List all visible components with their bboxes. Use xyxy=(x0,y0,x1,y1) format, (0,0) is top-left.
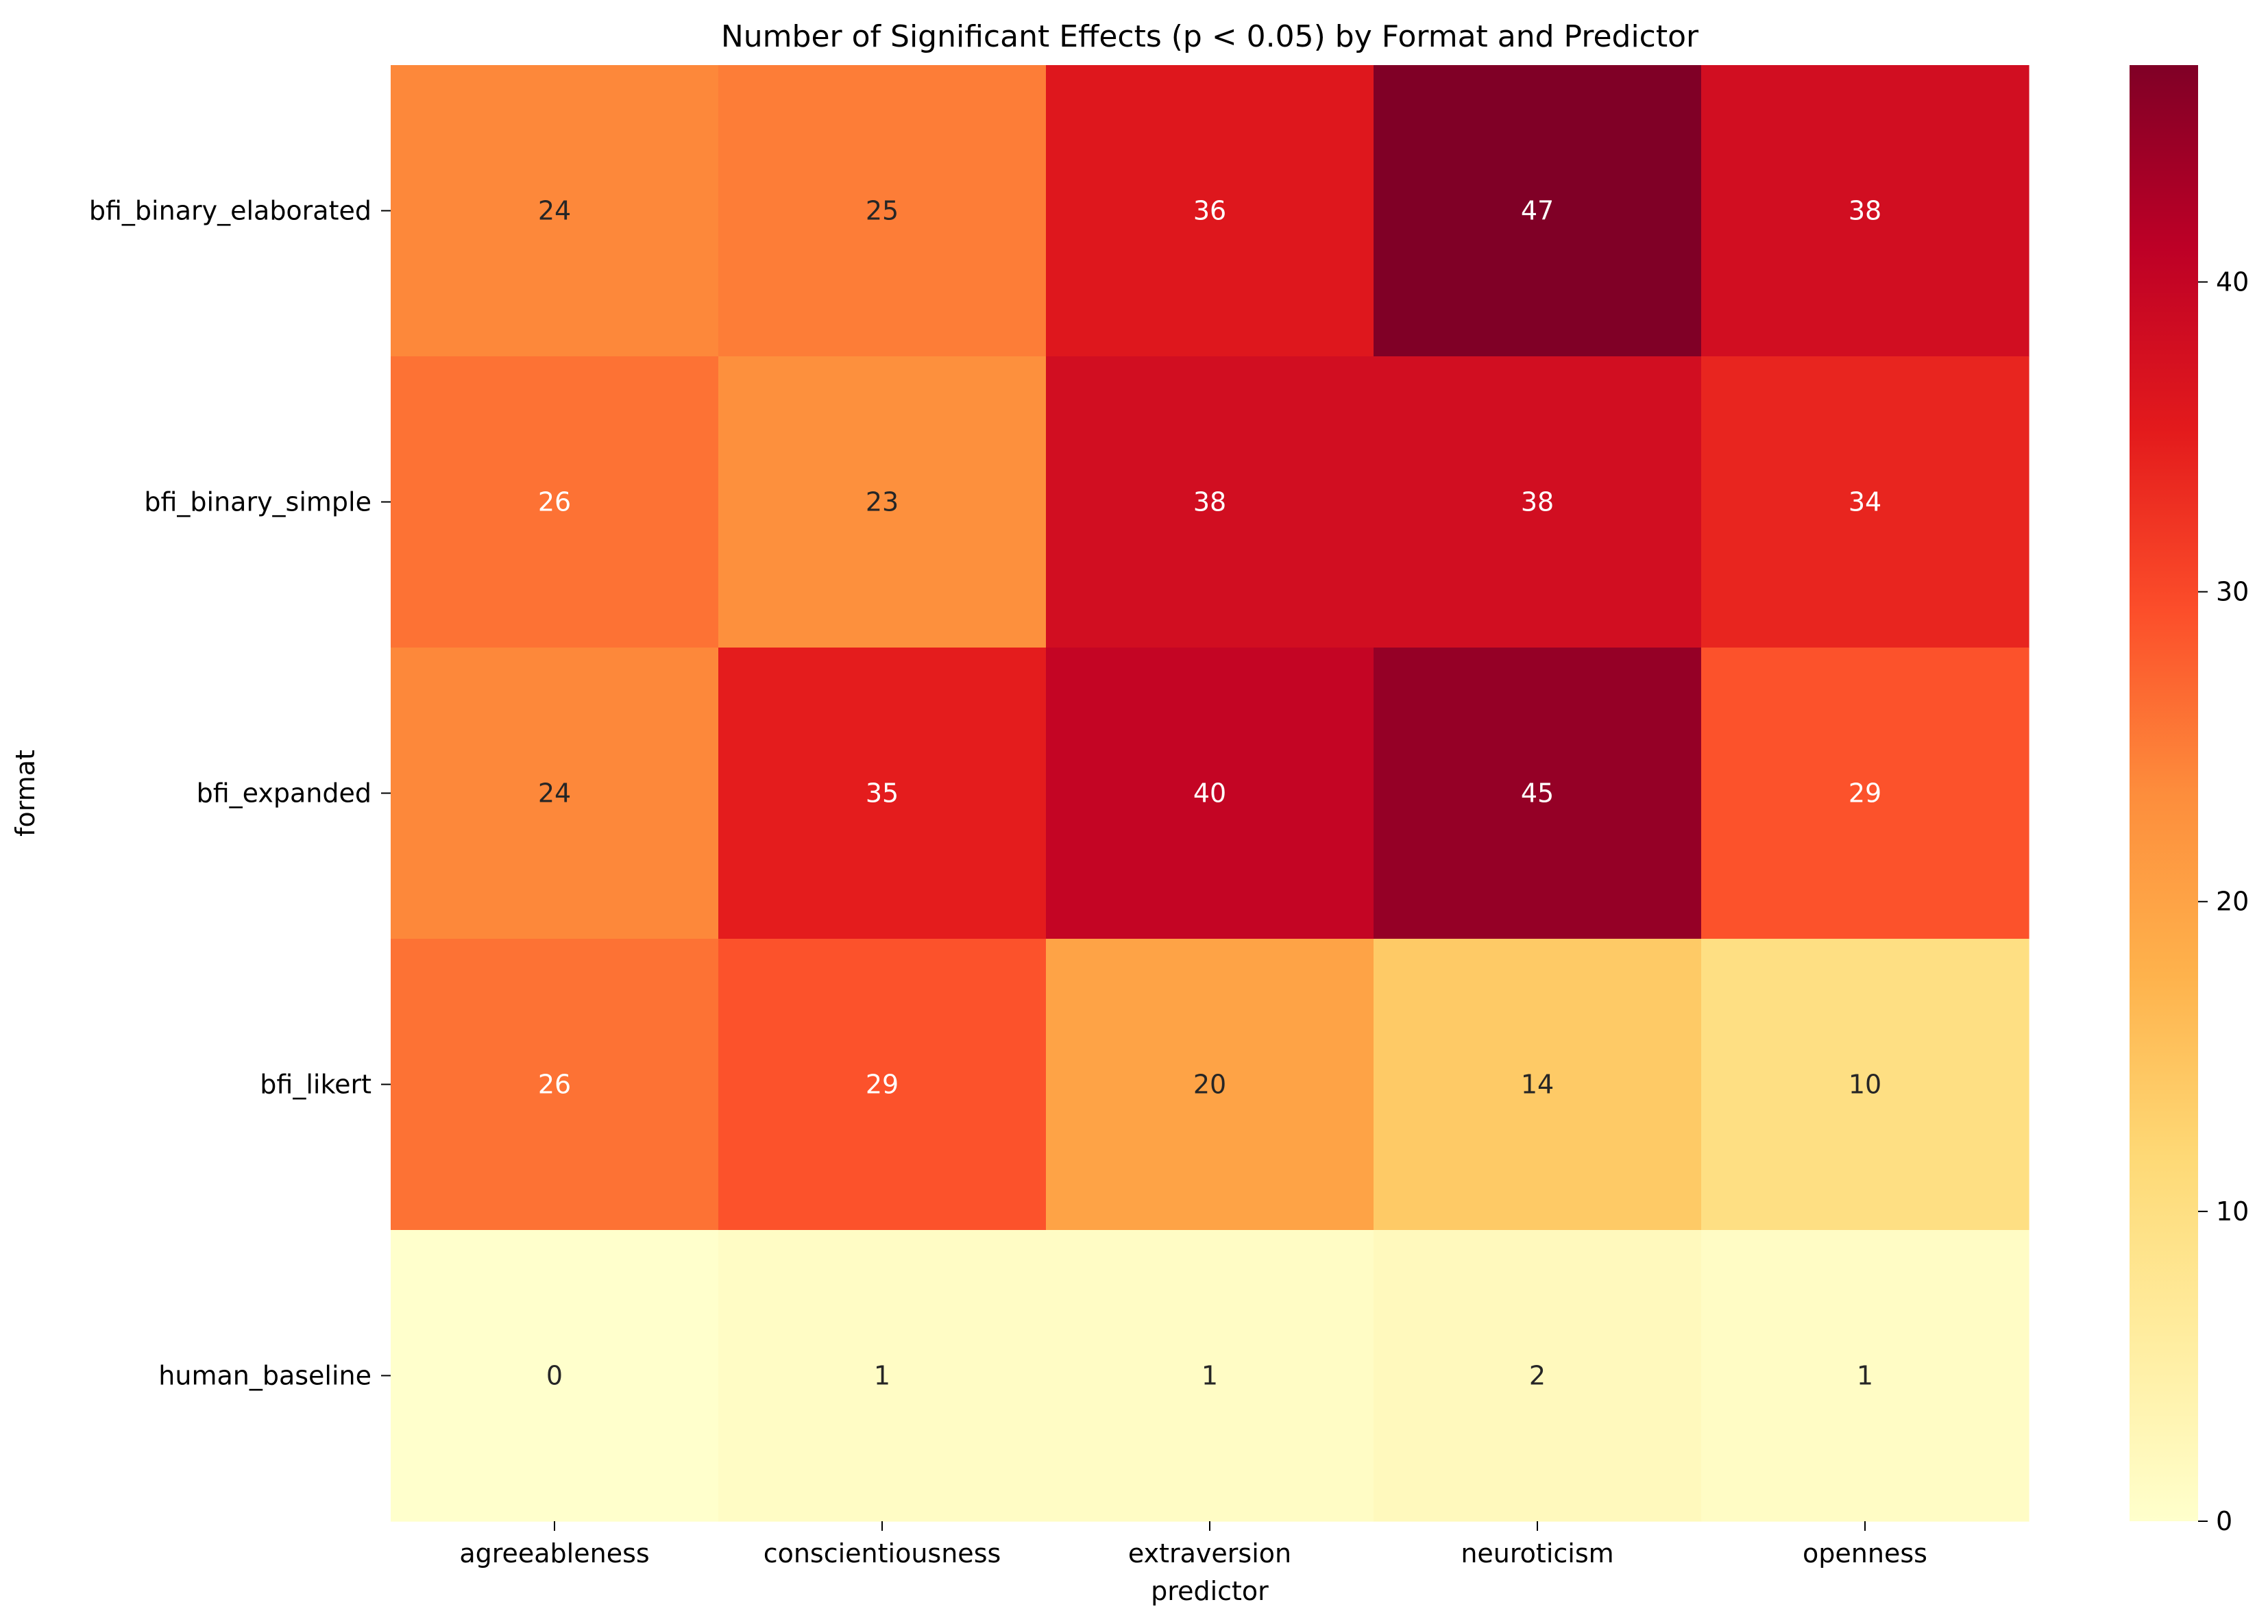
colorbar-tick-label: 30 xyxy=(2216,577,2249,607)
cell-value-label: 26 xyxy=(538,1070,571,1100)
cell-value-label: 47 xyxy=(1521,196,1554,226)
cell-value-label: 2 xyxy=(1529,1361,1546,1391)
heatmap-cell xyxy=(391,1230,719,1522)
heatmap-cell xyxy=(1374,1230,1702,1522)
cell-value-label: 38 xyxy=(1849,196,1881,226)
heatmap-cell xyxy=(391,648,719,939)
x-tick-label: openness xyxy=(1803,1538,1927,1568)
x-tick-label: conscientiousness xyxy=(764,1538,1001,1568)
colorbar-tick-label: 0 xyxy=(2216,1506,2232,1536)
chart-title: Number of Significant Effects (p < 0.05)… xyxy=(721,19,1699,54)
heatmap-cell xyxy=(1046,939,1374,1231)
cell-value-label: 40 xyxy=(1193,778,1226,809)
cell-value-label: 24 xyxy=(538,196,571,226)
colorbar-tick-label: 10 xyxy=(2216,1196,2249,1227)
y-tick-label: bfi_expanded xyxy=(197,778,371,809)
cell-value-label: 34 xyxy=(1849,487,1881,517)
axes-layer: agreeableness conscientiousness extraversi… xyxy=(10,196,1927,1607)
heatmap-cell xyxy=(1701,356,2029,648)
cell-value-label: 0 xyxy=(546,1361,563,1391)
cell-value-label: 35 xyxy=(866,778,899,809)
cell-value-label: 10 xyxy=(1849,1070,1881,1100)
y-tick-label: bfi_binary_simple xyxy=(144,487,371,517)
cell-value-label: 24 xyxy=(538,778,571,809)
cell-value-label: 26 xyxy=(538,487,571,517)
heatmap-cell xyxy=(718,648,1047,939)
cell-value-label: 38 xyxy=(1193,487,1226,517)
cell-value-label: 14 xyxy=(1521,1070,1554,1100)
heatmap-cell xyxy=(391,939,719,1231)
cell-value-label: 20 xyxy=(1193,1070,1226,1100)
heatmap-cell xyxy=(1046,65,1374,357)
cells-layer xyxy=(391,65,2029,1522)
title-layer: Number of Significant Effects (p < 0.05)… xyxy=(721,19,1699,54)
heatmap-cell xyxy=(1046,1230,1374,1522)
heatmap-cell xyxy=(718,1230,1047,1522)
x-tick-label: neuroticism xyxy=(1461,1538,1613,1568)
cell-value-label: 25 xyxy=(866,196,899,226)
heatmap-cell xyxy=(718,356,1047,648)
cell-value-label: 45 xyxy=(1521,778,1554,809)
x-axis-label: predictor xyxy=(1151,1576,1269,1606)
heatmap-cell xyxy=(1374,648,1702,939)
heatmap-cell xyxy=(1701,648,2029,939)
heatmap-cell xyxy=(1374,65,1702,357)
cell-value-label: 1 xyxy=(874,1361,890,1391)
y-tick-label: bfi_binary_elaborated xyxy=(89,196,371,226)
heatmap-cell xyxy=(391,65,719,357)
y-tick-label: human_baseline xyxy=(158,1361,371,1391)
heatmap-cell xyxy=(1374,939,1702,1231)
cell-value-label: 29 xyxy=(866,1070,899,1100)
heatmap-cell xyxy=(718,939,1047,1231)
colorbar xyxy=(2130,65,2198,1521)
heatmap-cell xyxy=(1046,648,1374,939)
x-tick-label: extraversion xyxy=(1128,1538,1291,1568)
heatmap-cell xyxy=(1046,356,1374,648)
cell-value-label: 23 xyxy=(866,487,899,517)
y-tick-label: bfi_likert xyxy=(260,1070,371,1100)
cell-value-label: 36 xyxy=(1193,196,1226,226)
heatmap-cell xyxy=(1701,65,2029,357)
x-tick-label: agreeableness xyxy=(459,1538,649,1568)
y-axis-label: format xyxy=(10,750,40,837)
heatmap-cell xyxy=(1701,939,2029,1231)
heatmap-cell xyxy=(1374,356,1702,648)
cell-value-label: 38 xyxy=(1521,487,1554,517)
cell-value-label: 1 xyxy=(1202,1361,1218,1391)
cell-value-label: 29 xyxy=(1849,778,1881,809)
colorbar-tick-label: 20 xyxy=(2216,887,2249,917)
heatmap-cell xyxy=(718,65,1047,357)
cell-value-label: 1 xyxy=(1857,1361,1873,1391)
heatmap-cell xyxy=(391,356,719,648)
colorbar-tick-label: 40 xyxy=(2216,267,2249,297)
heatmap-cell xyxy=(1701,1230,2029,1522)
colorbar-layer: 0 10 20 30 40 xyxy=(2130,65,2249,1536)
